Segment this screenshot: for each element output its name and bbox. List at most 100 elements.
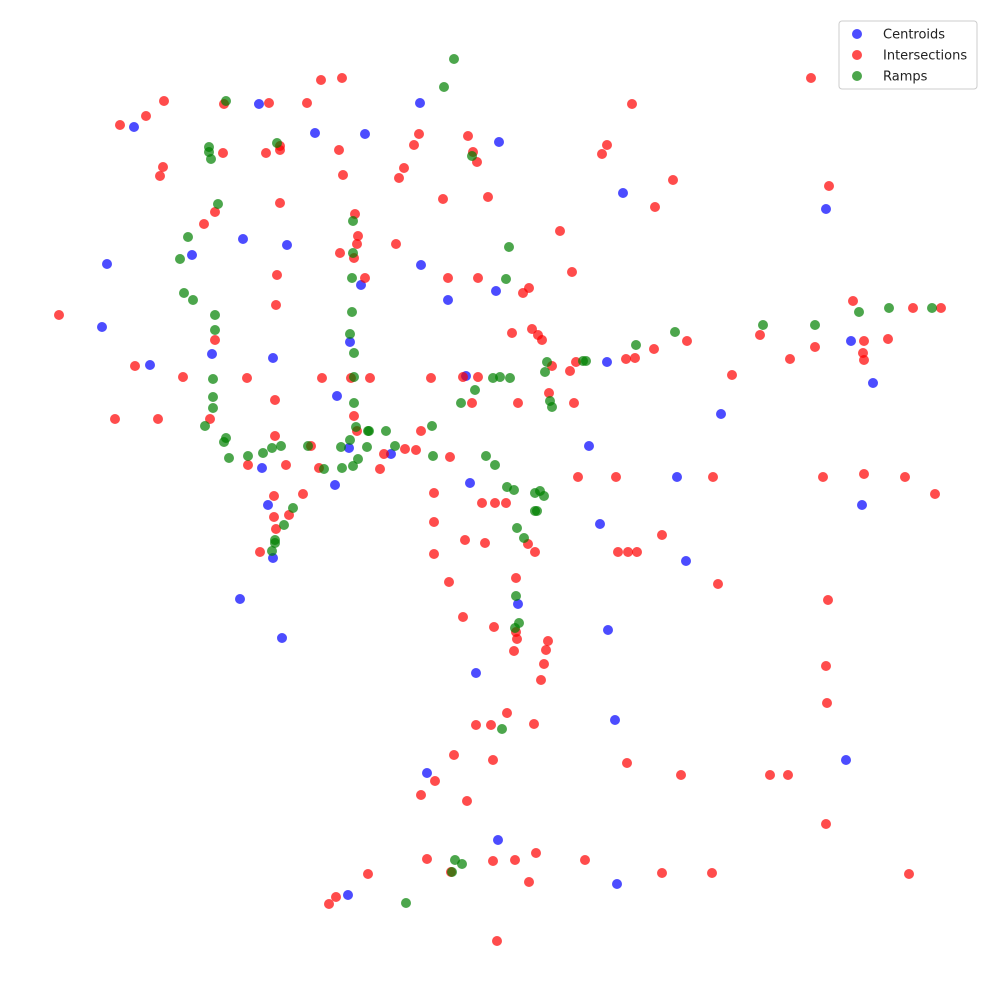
point-intersections-78 — [473, 372, 483, 382]
legend-marker-ramps — [852, 71, 862, 81]
point-centroids-16 — [97, 322, 107, 332]
point-centroids-33 — [672, 472, 682, 482]
point-intersections-83 — [270, 395, 280, 405]
point-ramps-42 — [547, 402, 557, 412]
point-ramps-53 — [219, 437, 229, 447]
point-ramps-83 — [512, 523, 522, 533]
point-intersections-104 — [573, 472, 583, 482]
point-intersections-139 — [543, 636, 553, 646]
point-ramps-58 — [276, 441, 286, 451]
point-intersections-140 — [541, 645, 551, 655]
point-centroids-41 — [603, 625, 613, 635]
point-intersections-169 — [707, 868, 717, 878]
point-ramps-50 — [381, 426, 391, 436]
point-centroids-17 — [145, 360, 155, 370]
point-intersections-120 — [429, 517, 439, 527]
point-intersections-128 — [623, 547, 633, 557]
series-centroids — [97, 98, 878, 900]
point-intersections-45 — [473, 273, 483, 283]
point-ramps-1 — [439, 82, 449, 92]
point-intersections-53 — [54, 310, 64, 320]
legend-label-ramps: Ramps — [883, 70, 928, 85]
point-intersections-106 — [708, 472, 718, 482]
point-intersections-50 — [848, 296, 858, 306]
point-intersections-75 — [365, 373, 375, 383]
point-intersections-165 — [363, 869, 373, 879]
point-ramps-47 — [351, 422, 361, 432]
point-intersections-11 — [463, 131, 473, 141]
point-ramps-51 — [427, 421, 437, 431]
point-intersections-86 — [544, 388, 554, 398]
point-ramps-55 — [243, 451, 253, 461]
legend-marker-centroids — [852, 29, 862, 39]
point-intersections-27 — [668, 175, 678, 185]
point-intersections-141 — [509, 646, 519, 656]
point-intersections-97 — [400, 444, 410, 454]
point-ramps-3 — [272, 138, 282, 148]
point-intersections-37 — [555, 226, 565, 236]
point-intersections-2 — [806, 73, 816, 83]
point-intersections-112 — [298, 489, 308, 499]
point-intersections-88 — [110, 414, 120, 424]
point-intersections-161 — [488, 856, 498, 866]
point-ramps-35 — [542, 357, 552, 367]
point-ramps-7 — [467, 151, 477, 161]
point-ramps-28 — [884, 303, 894, 313]
data-points — [54, 54, 946, 946]
point-intersections-59 — [682, 336, 692, 346]
point-intersections-173 — [492, 936, 502, 946]
point-intersections-44 — [443, 273, 453, 283]
point-intersections-7 — [627, 99, 637, 109]
point-centroids-35 — [857, 500, 867, 510]
point-centroids-47 — [493, 835, 503, 845]
point-intersections-159 — [821, 819, 831, 829]
point-ramps-79 — [279, 520, 289, 530]
point-intersections-101 — [281, 460, 291, 470]
point-intersections-9 — [115, 120, 125, 130]
point-ramps-77 — [532, 506, 542, 516]
point-intersections-108 — [859, 469, 869, 479]
point-centroids-9 — [282, 240, 292, 250]
point-centroids-27 — [584, 441, 594, 451]
point-ramps-66 — [490, 460, 500, 470]
point-intersections-162 — [510, 855, 520, 865]
point-intersections-33 — [210, 207, 220, 217]
point-intersections-25 — [338, 170, 348, 180]
point-ramps-26 — [810, 320, 820, 330]
point-intersections-129 — [632, 547, 642, 557]
point-centroids-6 — [618, 188, 628, 198]
point-ramps-67 — [353, 454, 363, 464]
point-ramps-44 — [208, 403, 218, 413]
point-intersections-3 — [159, 96, 169, 106]
point-ramps-23 — [631, 340, 641, 350]
point-intersections-144 — [536, 675, 546, 685]
point-ramps-62 — [362, 442, 372, 452]
point-ramps-9 — [183, 232, 193, 242]
point-intersections-21 — [597, 149, 607, 159]
point-ramps-15 — [501, 274, 511, 284]
legend-box — [838, 20, 978, 90]
point-intersections-55 — [507, 328, 517, 338]
point-intersections-58 — [537, 335, 547, 345]
point-intersections-61 — [883, 334, 893, 344]
point-intersections-127 — [613, 547, 623, 557]
point-ramps-19 — [210, 325, 220, 335]
point-intersections-172 — [324, 899, 334, 909]
point-ramps-24 — [670, 327, 680, 337]
point-centroids-19 — [268, 353, 278, 363]
point-intersections-77 — [458, 372, 468, 382]
point-intersections-89 — [153, 414, 163, 424]
point-centroids-5 — [494, 137, 504, 147]
point-intersections-131 — [444, 577, 454, 587]
point-intersections-116 — [501, 498, 511, 508]
point-centroids-25 — [716, 409, 726, 419]
point-centroids-3 — [310, 128, 320, 138]
point-intersections-13 — [602, 140, 612, 150]
point-intersections-147 — [471, 720, 481, 730]
legend: Centroids Intersections Ramps — [838, 20, 978, 90]
point-ramps-69 — [319, 464, 329, 474]
point-intersections-157 — [416, 790, 426, 800]
point-intersections-124 — [480, 538, 490, 548]
point-ramps-10 — [504, 242, 514, 252]
point-intersections-29 — [275, 198, 285, 208]
